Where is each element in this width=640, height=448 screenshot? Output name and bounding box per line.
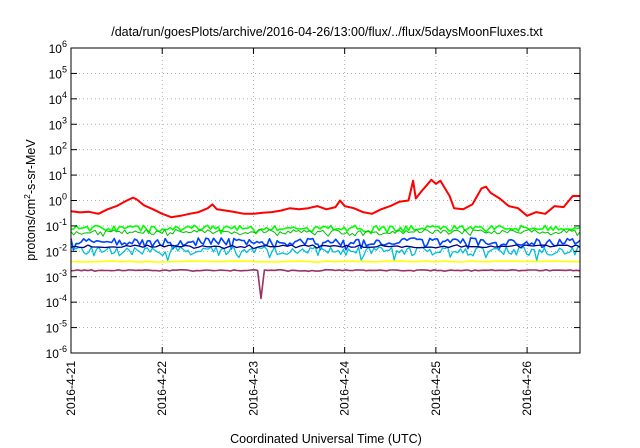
y-tick-base: 10	[46, 271, 60, 285]
y-tick-label: 106	[49, 39, 67, 56]
series-line-6	[70, 244, 581, 250]
y-tick-label: 10-4	[46, 293, 67, 310]
x-tick-label: 2016-4-24	[338, 361, 352, 416]
y-tick-label: 104	[49, 90, 67, 107]
x-tick-label: 2016-4-23	[246, 361, 260, 416]
y-tick-label: 101	[49, 166, 67, 183]
x-tick-label: 2016-4-22	[155, 361, 169, 416]
series-line-5	[70, 245, 581, 262]
x-tick-label: 2016-4-25	[429, 361, 443, 416]
y-tick-exponent: 4	[62, 90, 67, 100]
y-tick-base: 10	[46, 322, 60, 336]
y-axis-title-rest: -s-sr-MeV	[24, 139, 38, 195]
y-axis-title-superscript: 2	[22, 194, 32, 199]
y-tick-label: 102	[49, 141, 67, 158]
y-tick-label: 105	[49, 64, 67, 81]
series-layer	[70, 178, 581, 300]
y-tick-label: 10-2	[46, 242, 67, 259]
y-tick-exponent: 2	[62, 141, 67, 151]
y-tick-label: 103	[49, 115, 67, 132]
y-tick-base: 10	[46, 220, 60, 234]
y-tick-exponent: -2	[59, 242, 67, 252]
y-tick-base: 10	[49, 144, 63, 158]
y-tick-exponent: -3	[59, 268, 67, 278]
y-tick-exponent: -4	[59, 293, 67, 303]
y-axis: 10610510410310210110010-110-210-310-410-…	[46, 39, 580, 361]
y-tick-base: 10	[49, 42, 63, 56]
y-tick-base: 10	[49, 93, 63, 107]
y-tick-label: 10-1	[46, 217, 67, 234]
y-tick-label: 10-3	[46, 268, 67, 285]
series-line-7	[70, 260, 581, 263]
series-line-1	[70, 178, 580, 219]
y-tick-base: 10	[49, 67, 63, 81]
y-tick-exponent: 0	[62, 192, 67, 202]
y-tick-base: 10	[49, 195, 63, 209]
y-tick-label: 10-6	[46, 344, 67, 361]
y-tick-base: 10	[46, 245, 60, 259]
y-tick-label: 100	[49, 192, 67, 209]
x-tick-label: 2016-4-21	[64, 361, 78, 416]
x-axis-title: Coordinated Universal Time (UTC)	[230, 432, 422, 446]
y-axis-title-main: protons/cm	[24, 199, 38, 261]
y-tick-exponent: 5	[62, 64, 67, 74]
y-tick-base: 10	[46, 296, 60, 310]
series-line-8	[70, 268, 581, 300]
x-tick-label: 2016-4-26	[520, 361, 534, 416]
grid-lines	[71, 48, 580, 353]
series-line-3	[70, 229, 581, 237]
chart-title: /data/run/goesPlots/archive/2016-04-26/1…	[111, 25, 543, 39]
y-tick-exponent: 1	[62, 166, 67, 176]
series-line-4	[70, 237, 581, 251]
y-tick-exponent: 6	[62, 39, 67, 49]
y-tick-base: 10	[46, 347, 60, 361]
y-tick-exponent: 3	[62, 115, 67, 125]
y-axis-title: protons/cm2-s-sr-MeV	[22, 139, 38, 261]
y-tick-base: 10	[49, 118, 63, 132]
y-tick-exponent: -5	[59, 319, 67, 329]
x-axis: 2016-4-21 2016-4-22 2016-4-23 2016-4-24 2016…	[64, 48, 534, 416]
series-line-2	[70, 224, 581, 235]
y-tick-base: 10	[49, 169, 63, 183]
y-tick-exponent: -6	[59, 344, 67, 354]
y-tick-exponent: -1	[59, 217, 67, 227]
y-tick-label: 10-5	[46, 319, 67, 336]
